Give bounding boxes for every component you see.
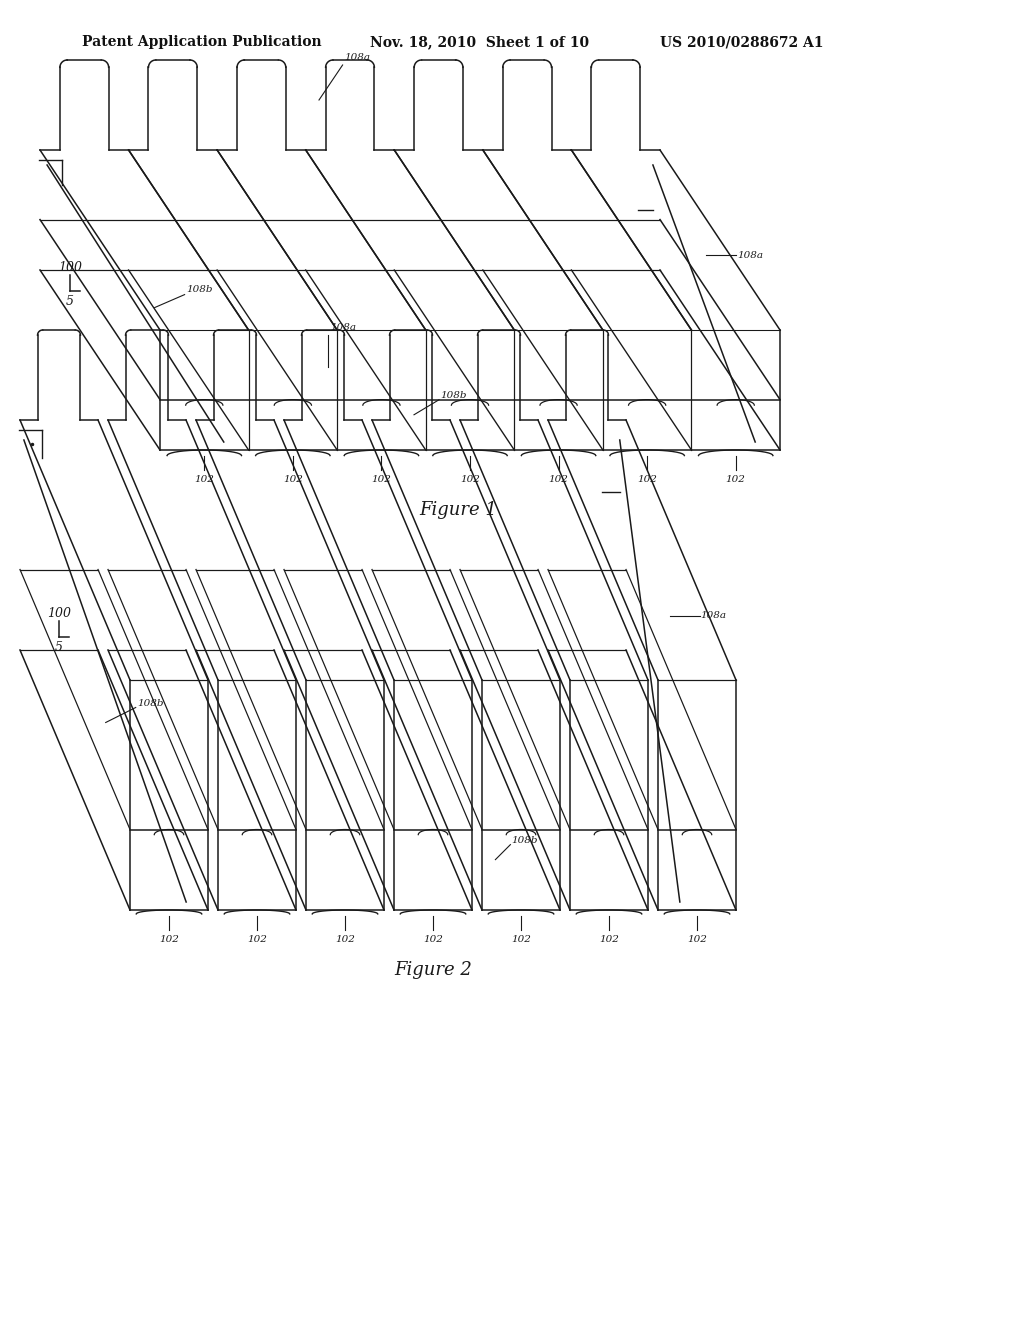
Text: 102: 102 [637,475,657,484]
Text: 108b: 108b [511,836,538,845]
Text: Figure 1: Figure 1 [419,502,497,519]
Text: 100: 100 [47,607,71,620]
Text: 108b: 108b [137,698,164,708]
Text: 102: 102 [511,935,530,944]
Text: 102: 102 [599,935,618,944]
Text: 108b: 108b [440,391,467,400]
Text: 108a: 108a [345,53,371,62]
Text: 108a: 108a [330,323,356,333]
Text: US 2010/0288672 A1: US 2010/0288672 A1 [660,36,823,49]
Text: 108a: 108a [700,611,726,620]
Text: 102: 102 [423,935,443,944]
Text: Figure 2: Figure 2 [394,961,472,979]
Text: 102: 102 [247,935,267,944]
Text: 102: 102 [687,935,707,944]
Text: 102: 102 [372,475,391,484]
Text: 102: 102 [460,475,480,484]
Text: 102: 102 [726,475,745,484]
Text: 108b: 108b [186,285,213,293]
Text: 102: 102 [283,475,303,484]
Text: Patent Application Publication: Patent Application Publication [82,36,322,49]
Text: 102: 102 [549,475,568,484]
Text: 100: 100 [58,261,82,275]
Text: 5: 5 [55,640,63,653]
Text: 102: 102 [159,935,179,944]
Text: 102: 102 [195,475,214,484]
Text: 102: 102 [335,935,355,944]
Text: 108a: 108a [737,251,763,260]
Text: Nov. 18, 2010  Sheet 1 of 10: Nov. 18, 2010 Sheet 1 of 10 [370,36,589,49]
Text: 5: 5 [66,294,74,308]
